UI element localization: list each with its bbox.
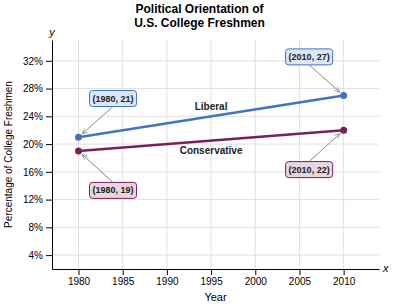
tick: 1985 — [112, 269, 135, 287]
tick: 2005 — [289, 269, 312, 287]
annotation-text: (1980, 19) — [93, 185, 134, 195]
grid-line — [255, 40, 256, 269]
plot: 1980 1985 1990 1995 2000 2005 2010 4% 8% 12% 16% 20… — [23, 26, 389, 287]
point — [340, 127, 347, 134]
tick-label: 1985 — [112, 276, 135, 287]
grid — [52, 40, 379, 269]
tick: 8% — [29, 222, 52, 233]
grid-line — [166, 40, 167, 269]
tick-label: 2010 — [333, 276, 356, 287]
tick-mark — [46, 144, 52, 145]
annotation-arrow — [82, 154, 113, 182]
annotation-text: (1980, 21) — [93, 94, 134, 104]
axis-title: Percentage of College Freshmen — [3, 81, 14, 228]
annotation-box — [90, 91, 137, 107]
tick-label: 8% — [29, 222, 44, 233]
annotation-arrow — [309, 134, 340, 162]
tick-mark — [167, 269, 168, 275]
tick-label: 2000 — [245, 276, 268, 287]
tick: 12% — [23, 194, 52, 205]
annotation-box — [286, 49, 333, 65]
grid-line — [299, 40, 300, 269]
labels: Liberal Conservative (1980, 21) (2010, 27) (… — [48, 26, 389, 274]
tick-label: 24% — [23, 111, 43, 122]
grid-line — [52, 227, 379, 228]
tick-label: 4% — [29, 250, 44, 261]
tick-mark — [46, 227, 52, 228]
annotation-arrow — [82, 107, 113, 134]
tick-mark — [46, 116, 52, 117]
series-label: Liberal — [195, 101, 228, 112]
tick-label: 32% — [23, 56, 43, 67]
annotation-arrow — [309, 65, 340, 92]
tick-mark — [123, 269, 124, 275]
tick-label: 1980 — [68, 276, 91, 287]
annotation: (2010, 22) — [286, 134, 340, 178]
annotation-text: (2010, 27) — [289, 52, 330, 62]
point — [75, 134, 82, 141]
axis-letter: x — [382, 262, 389, 274]
axis-title: Year — [204, 291, 227, 303]
tick: 4% — [29, 250, 52, 261]
grid-line — [52, 88, 379, 89]
title-line: Political Orientation of — [135, 2, 264, 16]
tick-mark — [46, 89, 52, 90]
annotation: (1980, 19) — [82, 154, 136, 198]
tick-label: 28% — [23, 83, 43, 94]
annotation-text: (2010, 22) — [289, 165, 330, 175]
chart: 1980 1985 1990 1995 2000 2005 2010 4% 8% 12% 16% 20… — [0, 0, 399, 305]
tick: 1995 — [200, 269, 223, 287]
tick: 20% — [23, 139, 52, 150]
grid-line — [122, 40, 123, 269]
tick: 2000 — [245, 269, 268, 287]
title: Political Orientation ofU.S. College Fre… — [134, 2, 265, 30]
point — [340, 92, 347, 99]
tick-mark — [255, 269, 256, 275]
tick-mark — [211, 269, 212, 275]
tick-mark — [299, 269, 300, 275]
tick: 1990 — [156, 269, 179, 287]
axis-letter: y — [48, 26, 56, 38]
tick: 2010 — [333, 269, 356, 287]
tick-mark — [46, 61, 52, 62]
tick-mark — [344, 269, 345, 275]
axis-line — [52, 41, 53, 270]
tick: 32% — [23, 56, 52, 67]
tick-label: 1995 — [200, 276, 223, 287]
tick-label: 20% — [23, 139, 43, 150]
tick-label: 12% — [23, 194, 43, 205]
tick: 28% — [23, 83, 52, 94]
annotation-box — [90, 182, 137, 198]
grid-line — [343, 40, 344, 269]
tick: 1980 — [68, 269, 91, 287]
tick-mark — [46, 172, 52, 173]
tick-label: 2005 — [289, 276, 312, 287]
tick-label: 1990 — [156, 276, 179, 287]
x-axis: 1980 1985 1990 1995 2000 2005 2010 — [53, 269, 380, 287]
annotation-box — [286, 162, 333, 178]
series-label: Conservative — [180, 145, 243, 156]
title-line: U.S. College Freshmen — [134, 16, 265, 30]
tick-label: 16% — [23, 167, 43, 178]
point — [75, 148, 82, 155]
grid-line — [52, 199, 379, 200]
grid-line — [52, 255, 379, 256]
axis-line — [53, 269, 380, 270]
tick: 16% — [23, 167, 52, 178]
tick-mark — [46, 200, 52, 201]
y-axis: 4% 8% 12% 16% 20% 24% 28% 32% — [23, 41, 53, 270]
tick: 24% — [23, 111, 52, 122]
tick-mark — [79, 269, 80, 275]
annotation: (2010, 27) — [286, 49, 340, 92]
tick-mark — [46, 255, 52, 256]
annotation: (1980, 21) — [82, 91, 136, 134]
